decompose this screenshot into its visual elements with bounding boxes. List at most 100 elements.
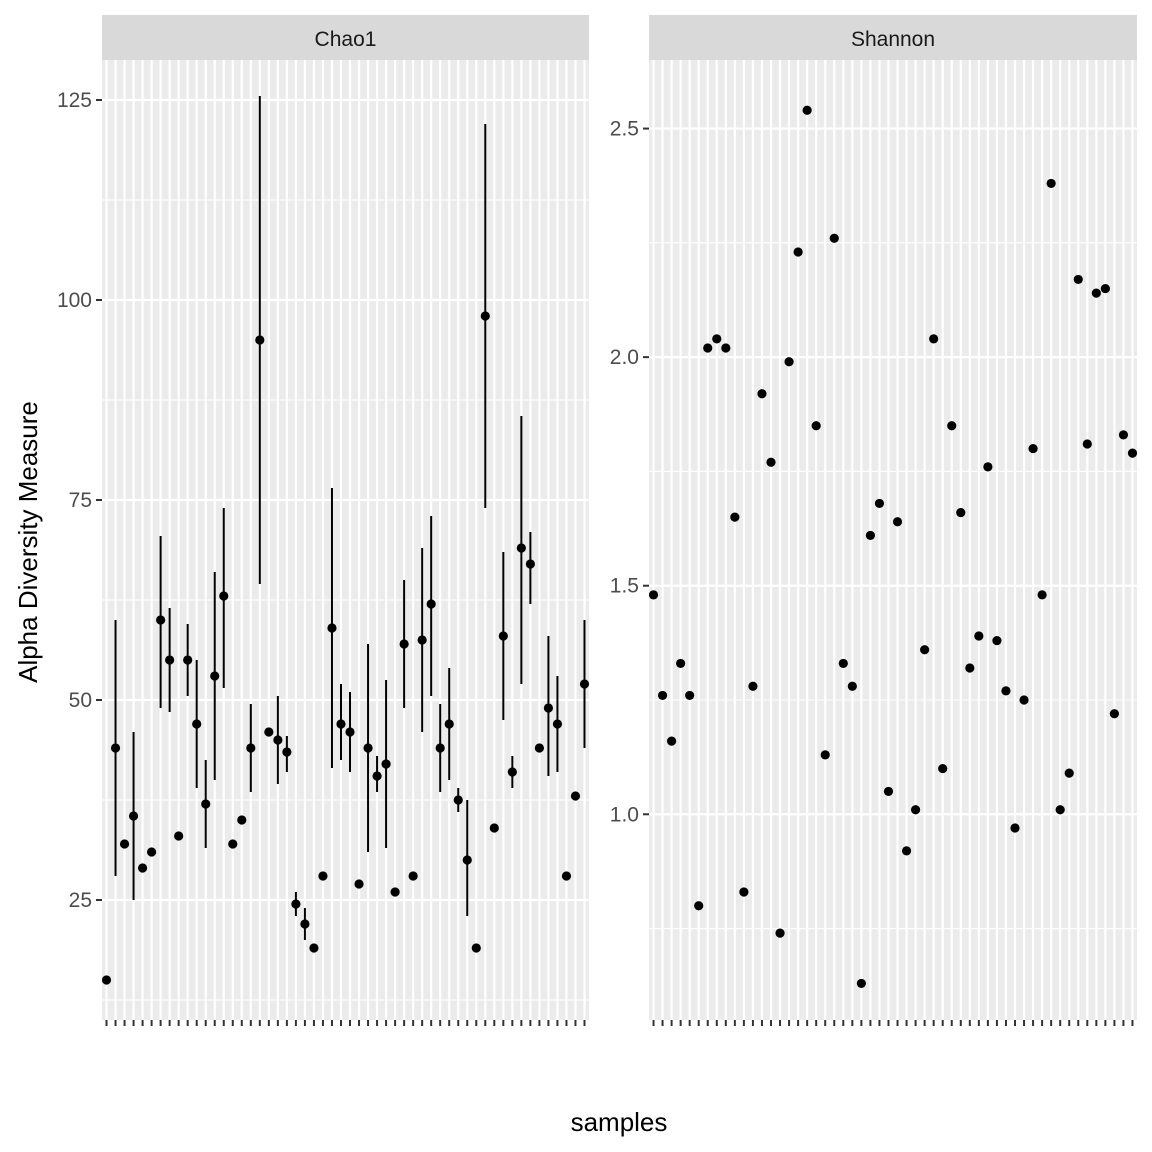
shannon-data-point bbox=[929, 334, 939, 344]
shannon-data-point bbox=[1082, 439, 1092, 449]
chao1-strip-label: Chao1 bbox=[315, 28, 377, 51]
chao1-data-point bbox=[282, 747, 292, 757]
chao1-data-point bbox=[174, 831, 184, 841]
shannon-data-point bbox=[666, 736, 677, 746]
chao1-data-point bbox=[417, 635, 427, 645]
shannon-data-point bbox=[892, 517, 903, 527]
chao1-y-tick-label: 25 bbox=[69, 889, 92, 912]
chao1-y-tick-label: 75 bbox=[69, 489, 92, 512]
shannon-data-point bbox=[1001, 686, 1011, 696]
shannon-data-point bbox=[992, 635, 1002, 646]
shannon-data-point bbox=[721, 343, 731, 353]
chao1-data-point bbox=[480, 311, 490, 321]
chao1-data-point bbox=[507, 767, 517, 777]
shannon-data-point bbox=[766, 457, 776, 467]
chao1-data-point bbox=[318, 871, 328, 881]
chao1-strip bbox=[102, 15, 589, 60]
chao1-data-point bbox=[462, 855, 472, 865]
shannon-data-point bbox=[757, 389, 767, 399]
shannon-strip-label: Shannon bbox=[851, 28, 935, 51]
shannon-data-point bbox=[1118, 430, 1129, 440]
chao1-data-point bbox=[444, 719, 454, 729]
y-axis-title: Alpha Diversity Measure bbox=[13, 401, 43, 683]
shannon-data-point bbox=[657, 690, 668, 701]
shannon-data-point bbox=[739, 887, 749, 897]
chao1-data-point bbox=[471, 943, 481, 953]
shannon-data-point bbox=[838, 658, 848, 669]
shannon-data-point bbox=[920, 645, 930, 655]
shannon-data-point bbox=[775, 928, 785, 938]
shannon-data-point bbox=[938, 763, 948, 774]
shannon-data-point bbox=[865, 530, 876, 541]
chao1-data-point bbox=[228, 839, 238, 849]
shannon-data-point bbox=[730, 512, 740, 522]
chao1-data-point bbox=[552, 719, 563, 729]
chao1-data-point bbox=[327, 623, 337, 633]
chao1-data-point bbox=[525, 559, 535, 569]
chao1-panel-background bbox=[102, 60, 589, 1020]
shannon-data-point bbox=[947, 421, 957, 431]
panel-shannon: Shannon 1.0 1.5 2.0 2.5 bbox=[610, 15, 1138, 1026]
chao1-data-point bbox=[119, 839, 130, 849]
x-axis-title: samples bbox=[571, 1107, 668, 1137]
shannon-y-tick-label: 2.0 bbox=[610, 346, 639, 369]
shannon-data-point bbox=[856, 978, 866, 989]
chao1-data-point bbox=[192, 719, 202, 729]
chao1-data-point bbox=[489, 823, 499, 833]
chao1-data-point bbox=[210, 671, 220, 681]
shannon-data-point bbox=[793, 247, 803, 257]
chao1-data-point bbox=[246, 743, 256, 753]
chao1-data-point bbox=[165, 655, 175, 665]
shannon-data-point bbox=[910, 805, 921, 815]
shannon-data-point bbox=[685, 690, 695, 701]
chao1-data-point bbox=[219, 591, 229, 601]
shannon-data-point bbox=[703, 343, 713, 353]
shannon-data-point bbox=[965, 663, 975, 673]
chao1-data-point bbox=[354, 879, 364, 889]
chao1-data-point bbox=[273, 735, 283, 745]
chao1-data-point bbox=[336, 719, 346, 729]
chao1-data-point bbox=[309, 943, 319, 953]
chao1-data-point bbox=[372, 771, 382, 781]
chao1-data-point bbox=[579, 679, 590, 689]
chao1-data-point bbox=[570, 791, 581, 801]
shannon-data-point bbox=[1010, 823, 1020, 833]
shannon-data-point bbox=[1028, 443, 1038, 454]
chao1-data-point bbox=[137, 863, 148, 873]
chao1-data-point bbox=[300, 919, 310, 929]
chao1-data-point bbox=[110, 743, 121, 753]
chao1-data-point bbox=[426, 599, 436, 609]
chao1-y-tick-label: 100 bbox=[57, 289, 92, 312]
chao1-data-point bbox=[543, 703, 554, 713]
shannon-data-point bbox=[648, 590, 659, 600]
shannon-data-point bbox=[983, 462, 993, 472]
shannon-data-point bbox=[1037, 590, 1047, 600]
shannon-data-point bbox=[829, 233, 839, 243]
chao1-data-point bbox=[363, 743, 373, 753]
shannon-strip bbox=[649, 15, 1137, 60]
chao1-data-point bbox=[291, 899, 301, 909]
chao1-data-point bbox=[128, 811, 139, 821]
chao1-data-point bbox=[408, 871, 418, 881]
shannon-data-point bbox=[1046, 178, 1056, 189]
chao1-data-point bbox=[147, 847, 157, 857]
chao1-data-point bbox=[201, 799, 211, 809]
chao1-data-point bbox=[498, 631, 508, 641]
shannon-data-point bbox=[802, 105, 812, 115]
chao1-data-point bbox=[101, 975, 112, 985]
shannon-data-point bbox=[883, 786, 894, 797]
chao1-data-point bbox=[237, 815, 247, 825]
shannon-y-tick-label: 1.0 bbox=[610, 803, 639, 826]
shannon-data-point bbox=[712, 334, 722, 344]
shannon-data-point bbox=[956, 507, 966, 518]
chao1-data-point bbox=[345, 727, 355, 737]
shannon-data-point bbox=[748, 681, 758, 691]
shannon-data-point bbox=[811, 421, 821, 431]
shannon-data-point bbox=[874, 498, 885, 509]
shannon-data-point bbox=[694, 901, 704, 911]
shannon-data-point bbox=[847, 681, 857, 691]
shannon-data-point bbox=[820, 750, 830, 760]
chao1-data-point bbox=[183, 655, 193, 665]
chao1-y-tick-label: 125 bbox=[57, 89, 92, 112]
